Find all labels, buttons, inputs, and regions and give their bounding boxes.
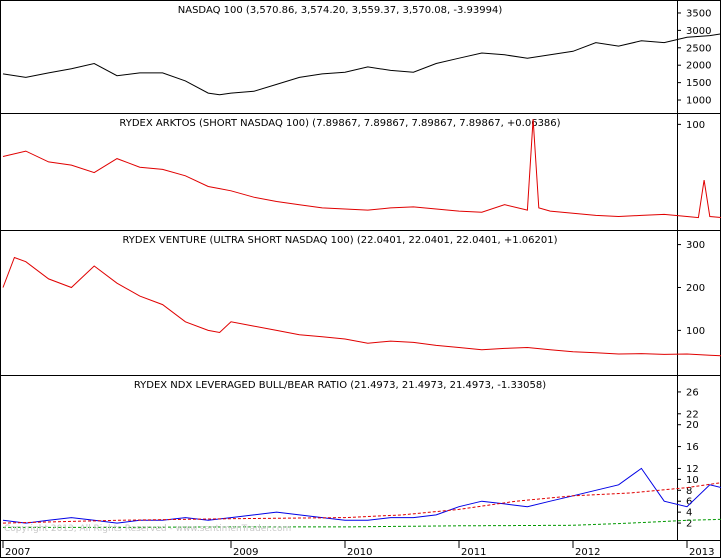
y-tick-label: 8 [686,486,692,497]
y-tick-label: 2000 [686,61,711,72]
y-tick-label: 2500 [686,43,711,54]
series-line-1 [2,118,721,219]
y-tick-label: 4 [686,508,692,519]
y-tick-label: 22 [686,409,699,420]
series-line-1 [2,33,721,96]
panel-4: RYDEX NDX LEVERAGED BULL/BEAR RATIO (21.… [0,375,721,541]
y-tick-label: 1500 [686,78,711,89]
y-tick-label: 2 [686,519,692,530]
y-tick-label: 20 [686,420,699,431]
series-line-1 [2,467,721,524]
y-tick-label: 200 [686,283,705,294]
y-tick-label: 3000 [686,26,711,37]
y-tick-label: 300 [686,240,705,251]
y-tick-label: 6 [686,497,692,508]
panel-title: NASDAQ 100 (3,570.86, 3,574.20, 3,559.37… [178,5,503,16]
y-tick-label: 12 [686,464,699,475]
x-tick-label: 2011 [461,547,486,558]
y-tick-label: 100 [686,326,705,337]
y-tick-label: 26 [686,387,699,398]
panel-1: NASDAQ 100 (3,570.86, 3,574.20, 3,559.37… [0,0,721,114]
y-tick-label: 16 [686,442,699,453]
y-tick-label: 3500 [686,8,711,19]
panel-2: RYDEX ARKTOS (SHORT NASDAQ 100) (7.89867… [0,113,721,231]
x-tick-label: 2010 [347,547,372,558]
panel-title: RYDEX NDX LEVERAGED BULL/BEAR RATIO (21.… [134,380,546,391]
x-tick-label: 2012 [575,547,600,558]
panel-title: RYDEX VENTURE (ULTRA SHORT NASDAQ 100) (… [122,235,557,246]
x-tick-label: 2009 [233,547,258,558]
y-tick-label: 10 [686,475,699,486]
y-tick-label: 1000 [686,96,711,107]
series-line-3 [3,518,721,528]
series-line-1 [2,256,721,357]
copyright-text: Copyright 2013, All Rights Reserved - ww… [4,524,291,534]
panel-3: RYDEX VENTURE (ULTRA SHORT NASDAQ 100) (… [0,230,721,376]
x-tick-label: 2013 [689,547,714,558]
panel-title: RYDEX ARKTOS (SHORT NASDAQ 100) (7.89867… [119,118,560,129]
y-tick-label: 100 [686,120,705,131]
x-tick-label: 2007 [5,547,30,558]
series-line-2 [2,482,721,524]
